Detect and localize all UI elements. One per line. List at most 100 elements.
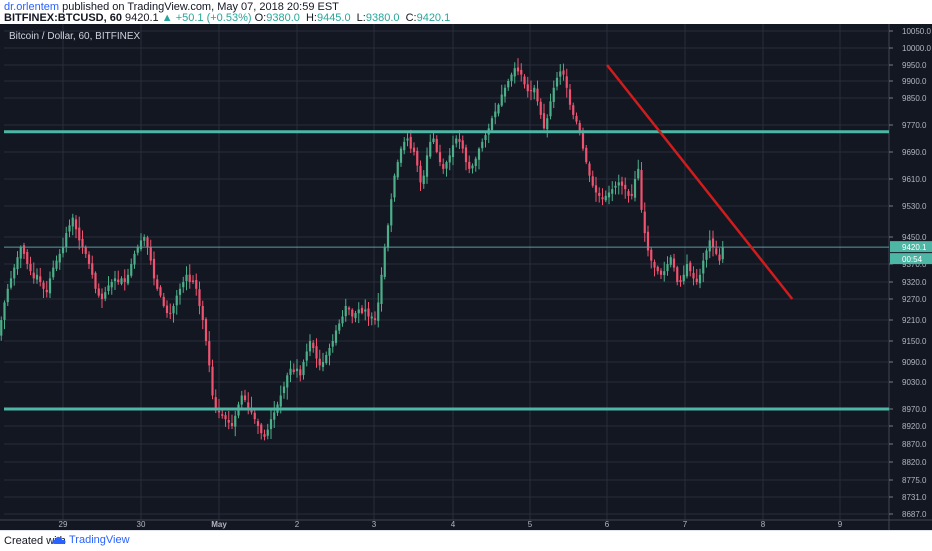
price-change: +50.1 (+0.53%) xyxy=(175,12,252,24)
candle-body xyxy=(250,408,253,413)
candle-body xyxy=(269,419,273,430)
candle-body xyxy=(94,272,97,289)
candle-body xyxy=(347,307,351,310)
candle-body xyxy=(91,263,94,275)
chart-background xyxy=(0,24,932,530)
candle-body xyxy=(71,217,74,227)
candle-body xyxy=(383,247,386,277)
candle-body xyxy=(299,369,302,376)
candle-body xyxy=(477,148,481,160)
price-chart[interactable]: Bitcoin / Dollar, 60, BITFINEX 10050.0100… xyxy=(0,24,932,530)
candle-body xyxy=(507,81,510,88)
candle-body xyxy=(715,248,718,254)
candle-body xyxy=(156,279,159,289)
up-arrow-icon: ▲ xyxy=(161,12,173,24)
candle-body xyxy=(464,147,468,163)
candle-body xyxy=(78,227,81,241)
candle-body xyxy=(718,254,721,261)
candle-body xyxy=(182,282,185,288)
candle-body xyxy=(13,267,16,279)
candle-body xyxy=(656,266,659,272)
candle-body xyxy=(74,219,78,230)
candle-body xyxy=(87,254,91,264)
candle-body xyxy=(165,305,169,313)
candle-body xyxy=(172,306,175,314)
time-tick-label: 4 xyxy=(451,520,456,529)
candle-body xyxy=(659,270,663,275)
candle-body xyxy=(549,101,552,117)
time-tick-label: 7 xyxy=(683,520,688,529)
candle-body xyxy=(159,287,162,296)
price-tick-label: 9850.0 xyxy=(902,94,927,103)
symbol-label: BITFINEX:BTCUSD, 60 xyxy=(4,12,122,24)
candle-body xyxy=(110,282,113,288)
candle-body xyxy=(633,179,637,198)
chart-area[interactable]: Bitcoin / Dollar, 60, BITFINEX 10050.0 100… xyxy=(0,24,932,530)
candle-body xyxy=(143,237,146,241)
candle-body xyxy=(399,148,403,163)
tradingview-link[interactable]: TradingView xyxy=(52,534,130,546)
candle-body xyxy=(282,386,286,393)
candle-body xyxy=(305,351,308,361)
candle-body xyxy=(58,253,61,263)
candle-body xyxy=(35,274,39,280)
candle-body xyxy=(458,138,461,142)
candle-body xyxy=(315,346,318,359)
time-tick-label: May xyxy=(211,520,227,529)
candle-body xyxy=(126,274,130,284)
time-tick-label: 5 xyxy=(528,520,533,529)
candle-body xyxy=(373,318,377,320)
close-value: 9420.1 xyxy=(416,12,451,24)
price-tick-label: 8687.0 xyxy=(902,510,927,519)
candle-body xyxy=(676,267,679,282)
candle-body xyxy=(295,368,299,372)
candle-body xyxy=(393,175,396,198)
candle-body xyxy=(494,111,497,118)
price-tick-label: 10050.0 xyxy=(902,27,931,36)
candle-body xyxy=(338,323,341,331)
candle-body xyxy=(117,279,120,282)
candle-body xyxy=(578,123,581,132)
candle-body xyxy=(191,280,195,282)
candle-body xyxy=(442,164,445,169)
publish-info: published on TradingView.com, May 07, 20… xyxy=(62,1,339,13)
candle-body xyxy=(630,193,633,196)
candle-body xyxy=(604,195,607,201)
candle-body xyxy=(351,309,354,317)
candle-body xyxy=(0,320,3,336)
candle-body xyxy=(640,170,643,210)
candle-body xyxy=(247,402,250,409)
candle-body xyxy=(6,288,9,303)
candle-body xyxy=(672,258,676,268)
high-label: H: xyxy=(305,12,317,24)
candle-body xyxy=(32,272,35,279)
candle-body xyxy=(620,181,624,186)
candle-body xyxy=(334,330,338,343)
candle-body xyxy=(409,136,412,149)
candle-body xyxy=(497,104,500,114)
candle-body xyxy=(113,278,117,282)
candle-body xyxy=(9,278,13,288)
price-tick-label: 9450.0 xyxy=(902,233,927,242)
candle-body xyxy=(539,101,542,115)
candle-body xyxy=(711,238,715,248)
candle-body xyxy=(325,355,328,364)
candle-body xyxy=(503,87,507,97)
candle-body xyxy=(286,375,289,388)
tradingview-brand: TradingView xyxy=(69,534,130,546)
candle-body xyxy=(461,140,464,149)
author-link[interactable]: dr.orlentem xyxy=(4,1,60,13)
candle-body xyxy=(178,288,182,295)
candle-body xyxy=(61,247,65,254)
candle-body xyxy=(360,307,364,313)
candle-body xyxy=(386,225,390,248)
candle-body xyxy=(646,231,650,251)
candle-body xyxy=(542,113,546,129)
low-value: 9380.0 xyxy=(365,12,400,24)
candle-body xyxy=(581,131,585,149)
candle-body xyxy=(565,76,568,88)
candle-body xyxy=(302,362,305,376)
candle-body xyxy=(289,368,292,375)
candle-body xyxy=(240,395,243,405)
candle-body xyxy=(130,264,133,276)
